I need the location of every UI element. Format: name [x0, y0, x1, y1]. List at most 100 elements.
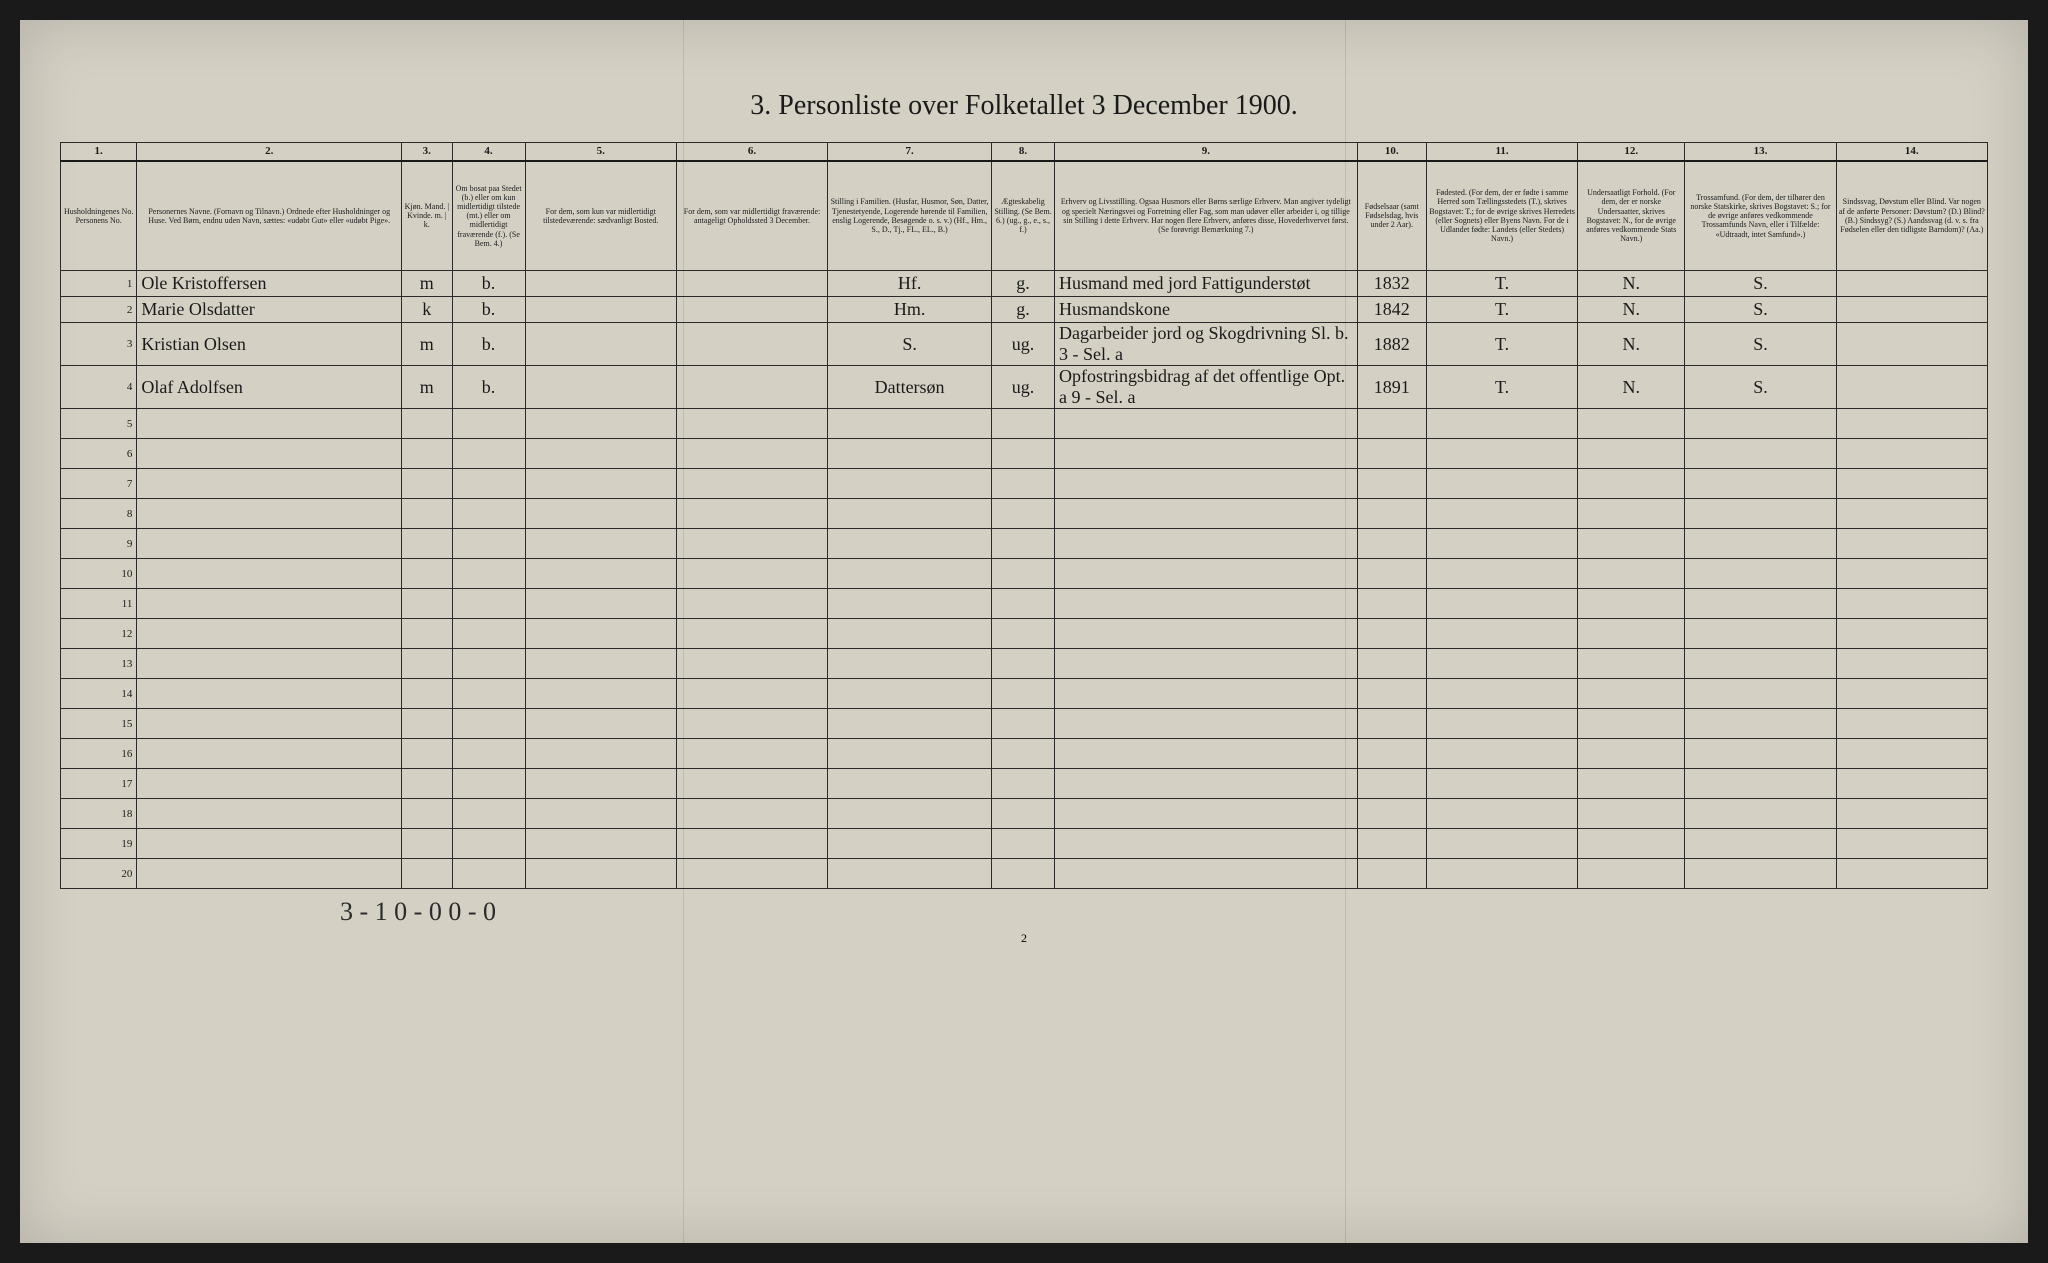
empty-cell [525, 799, 676, 829]
empty-cell [676, 679, 827, 709]
empty-cell [1357, 589, 1426, 619]
cell-birthyear: 1891 [1357, 366, 1426, 409]
empty-cell [1578, 739, 1685, 769]
empty-cell [137, 829, 402, 859]
col-header: Fødested. (For dem, der er fødte i samme… [1426, 161, 1577, 271]
empty-cell [1426, 709, 1577, 739]
empty-cell [676, 469, 827, 499]
empty-cell [1426, 829, 1577, 859]
cell-family-position: Dattersøn [828, 366, 992, 409]
empty-cell [992, 409, 1055, 439]
empty-cell [525, 589, 676, 619]
col-num: 3. [402, 143, 452, 161]
cell-occupation: Dagarbeider jord og Skogdrivning Sl. b. … [1055, 323, 1358, 366]
empty-cell [1426, 769, 1577, 799]
row-number: 5 [61, 409, 137, 439]
empty-cell [828, 589, 992, 619]
cell-disability [1836, 323, 1987, 366]
empty-cell [525, 409, 676, 439]
cell-absent-place [676, 271, 827, 297]
cell-disability [1836, 297, 1987, 323]
col-header: Husholdningenes No. Personens No. [61, 161, 137, 271]
empty-cell [1055, 739, 1358, 769]
cell-religion: S. [1685, 271, 1836, 297]
empty-cell [1055, 649, 1358, 679]
row-number: 13 [61, 649, 137, 679]
empty-cell [137, 499, 402, 529]
empty-cell [992, 769, 1055, 799]
empty-cell [828, 649, 992, 679]
empty-cell [676, 859, 827, 889]
empty-cell [1578, 829, 1685, 859]
empty-cell [137, 439, 402, 469]
empty-cell [992, 619, 1055, 649]
empty-cell [1685, 829, 1836, 859]
empty-cell [402, 859, 452, 889]
col-header: Undersaatligt Forhold. (For dem, der er … [1578, 161, 1685, 271]
empty-cell [525, 529, 676, 559]
col-header: Ægteskabelig Stilling. (Se Bem. 6.) (ug.… [992, 161, 1055, 271]
empty-cell [828, 829, 992, 859]
empty-cell [1836, 439, 1987, 469]
empty-cell [402, 529, 452, 559]
empty-cell [1055, 859, 1358, 889]
col-header: Trossamfund. (For dem, der tilhører den … [1685, 161, 1836, 271]
col-header: Erhverv og Livsstilling. Ogsaa Husmors e… [1055, 161, 1358, 271]
cell-residence: b. [452, 366, 525, 409]
empty-cell [1357, 769, 1426, 799]
row-number: 3 [61, 323, 137, 366]
col-num: 7. [828, 143, 992, 161]
empty-cell [1357, 469, 1426, 499]
empty-cell [992, 439, 1055, 469]
empty-cell [1578, 619, 1685, 649]
empty-cell [525, 679, 676, 709]
empty-cell [1578, 529, 1685, 559]
empty-cell [1836, 589, 1987, 619]
empty-cell [137, 559, 402, 589]
col-header: Om bosat paa Stedet (b.) eller om kun mi… [452, 161, 525, 271]
empty-cell [452, 859, 525, 889]
empty-cell [992, 679, 1055, 709]
empty-cell [1578, 589, 1685, 619]
empty-cell [1685, 709, 1836, 739]
empty-cell [1578, 769, 1685, 799]
cell-name: Ole Kristoffersen [137, 271, 402, 297]
empty-cell [1578, 799, 1685, 829]
empty-cell [1578, 499, 1685, 529]
cell-birthyear: 1842 [1357, 297, 1426, 323]
table-row: 8 [61, 499, 1988, 529]
empty-cell [452, 529, 525, 559]
row-number: 1 [61, 271, 137, 297]
col-num: 9. [1055, 143, 1358, 161]
fold-line [1345, 20, 1346, 1243]
empty-cell [1426, 649, 1577, 679]
table-row: 6 [61, 439, 1988, 469]
table-row: 9 [61, 529, 1988, 559]
table-row: 17 [61, 769, 1988, 799]
col-num: 2. [137, 143, 402, 161]
cell-temp-place [525, 297, 676, 323]
row-number: 4 [61, 366, 137, 409]
empty-cell [1357, 439, 1426, 469]
empty-cell [992, 799, 1055, 829]
cell-nationality: N. [1578, 271, 1685, 297]
cell-residence: b. [452, 323, 525, 366]
empty-cell [1578, 409, 1685, 439]
empty-cell [828, 499, 992, 529]
empty-cell [402, 649, 452, 679]
empty-cell [452, 409, 525, 439]
table-row: 15 [61, 709, 1988, 739]
empty-cell [1055, 499, 1358, 529]
empty-cell [1357, 499, 1426, 529]
cell-marital: ug. [992, 366, 1055, 409]
empty-cell [452, 559, 525, 589]
cell-disability [1836, 271, 1987, 297]
fold-line [683, 20, 684, 1243]
cell-sex: m [402, 323, 452, 366]
empty-cell [1055, 409, 1358, 439]
cell-religion: S. [1685, 297, 1836, 323]
cell-birthplace: T. [1426, 366, 1577, 409]
empty-cell [452, 439, 525, 469]
empty-cell [1836, 739, 1987, 769]
empty-cell [992, 739, 1055, 769]
